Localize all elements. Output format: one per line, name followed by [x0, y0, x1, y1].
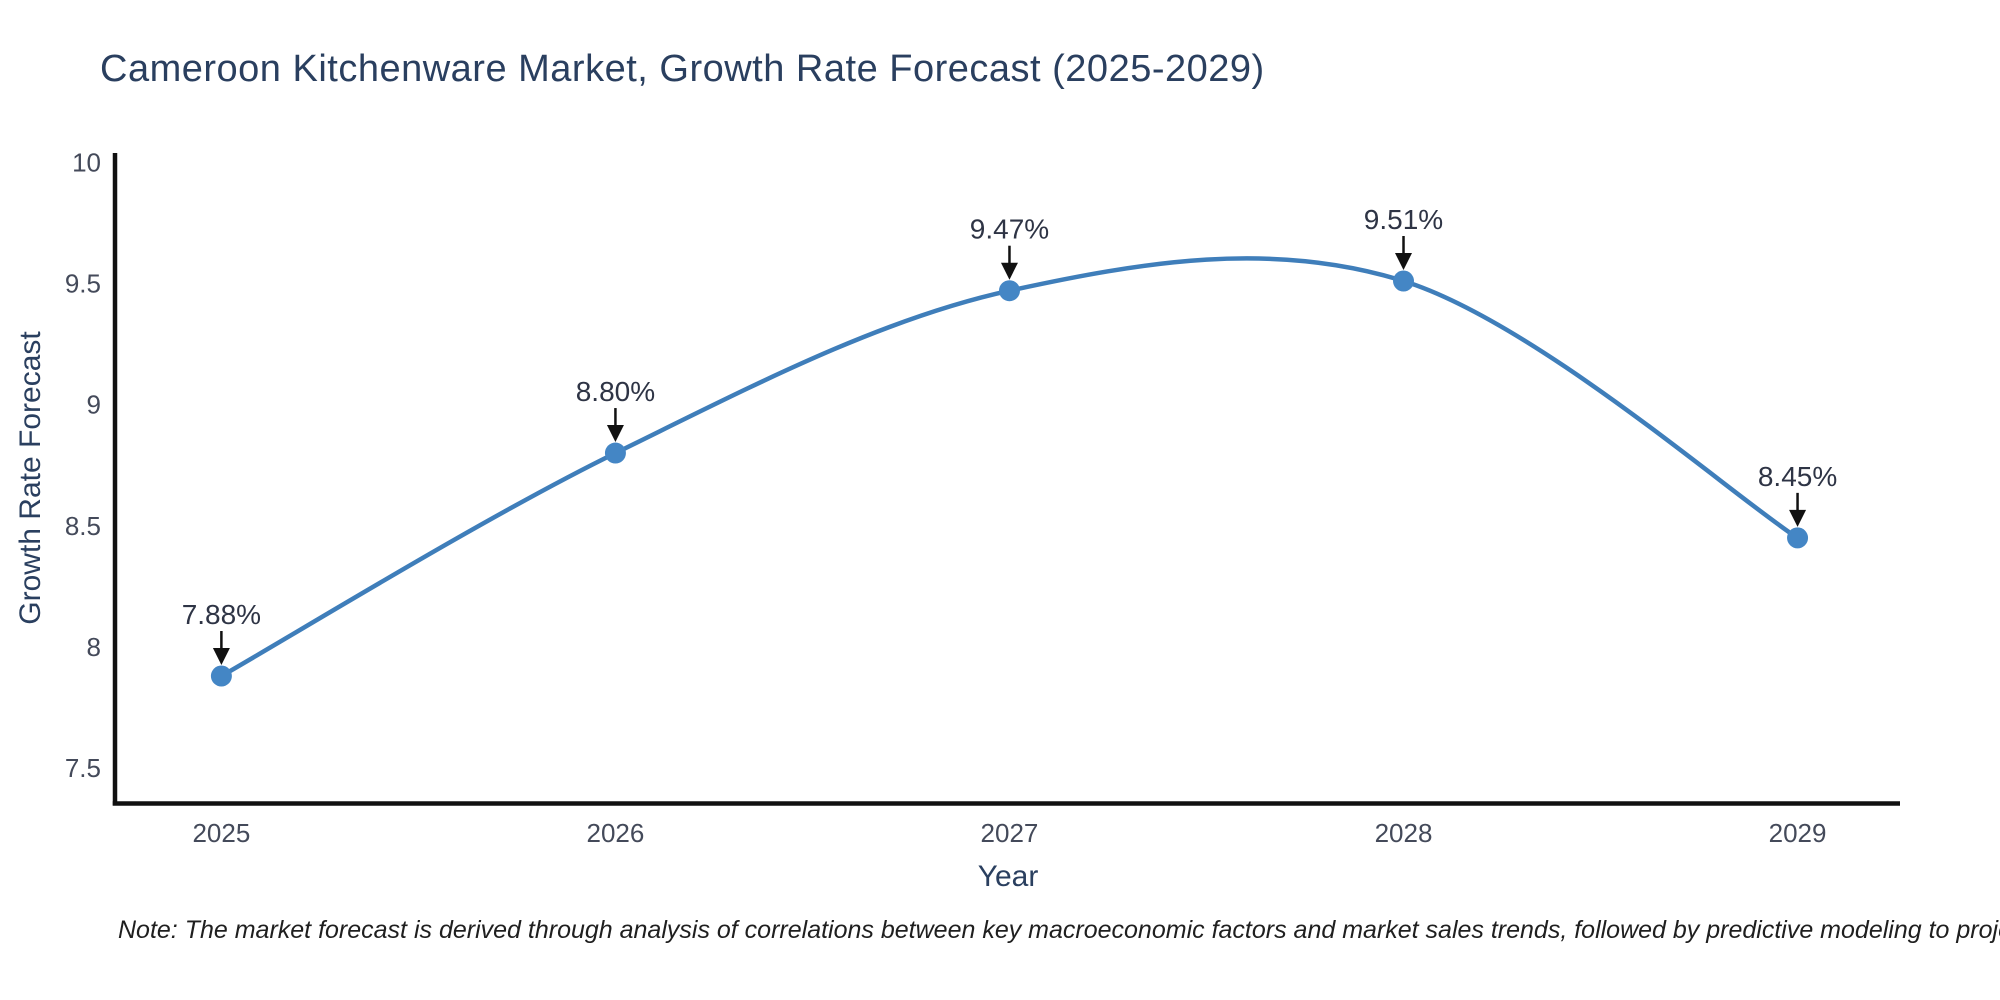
annotations-layer: 7.88% 8.80% 9.47% 9.51% 8.45% [182, 204, 1837, 665]
data-point-marker[interactable] [1787, 527, 1809, 549]
tick-labels: 10 9.5 9 8.5 8 7.5 2025 2026 2027 2028 2029 [65, 147, 1827, 848]
x-tick-label: 2025 [192, 818, 250, 848]
series-layer [210, 256, 1809, 687]
data-point-marker[interactable] [210, 665, 232, 687]
y-tick-label: 8 [87, 632, 101, 662]
annotation-arrowhead-icon [606, 425, 624, 443]
x-tick-label: 2028 [1375, 818, 1433, 848]
data-point-marker[interactable] [604, 442, 626, 464]
annotation-arrowhead-icon [1789, 509, 1807, 527]
data-point-marker[interactable] [998, 280, 1020, 302]
data-point-marker[interactable] [1393, 270, 1415, 292]
x-axis-title: Year [978, 860, 1039, 893]
annotation-arrowhead-icon [1000, 262, 1018, 280]
y-tick-label: 7.5 [65, 753, 101, 783]
footnote: Note: The market forecast is derived thr… [118, 916, 2000, 944]
point-annotation: 8.45% [1758, 461, 1837, 492]
point-annotation: 9.51% [1364, 204, 1443, 235]
series-line [219, 256, 1800, 679]
y-tick-label: 9.5 [65, 268, 101, 298]
point-annotation: 7.88% [182, 599, 261, 630]
chart-title: Cameroon Kitchenware Market, Growth Rate… [100, 48, 1265, 90]
x-tick-label: 2026 [587, 818, 645, 848]
x-tick-label: 2029 [1769, 818, 1827, 848]
point-annotation: 9.47% [970, 214, 1049, 245]
y-tick-label: 8.5 [65, 511, 101, 541]
y-axis-title: Growth Rate Forecast [14, 331, 47, 625]
axes [112, 153, 1900, 806]
point-annotation: 8.80% [576, 376, 655, 407]
y-tick-label: 10 [72, 147, 101, 177]
annotation-arrowhead-icon [212, 647, 230, 665]
annotation-arrowhead-icon [1395, 253, 1413, 271]
x-tick-label: 2027 [981, 818, 1039, 848]
y-tick-label: 9 [87, 390, 101, 420]
